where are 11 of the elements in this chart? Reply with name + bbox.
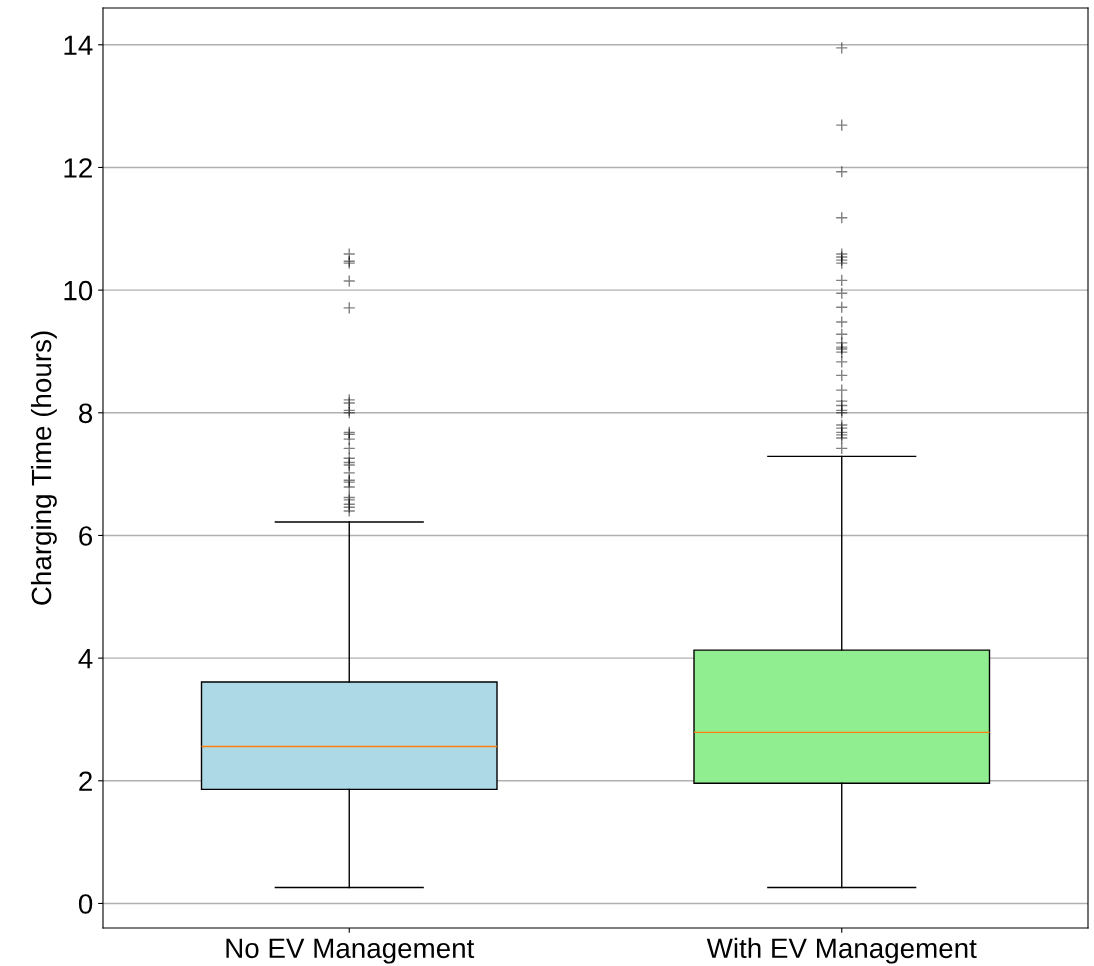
y-tick-label: 4 [78,649,93,669]
y-tick-label: 14 [64,35,93,55]
y-tick-label: 0 [78,894,93,914]
y-tick-label: 10 [64,280,93,301]
x-tick-label: With EV Management [706,937,977,964]
x-tick-label: No EV Management [226,938,475,964]
y-tick-label: 12 [64,158,92,178]
y-tick-label: 6 [79,526,93,546]
y-axis-title: Charging Time (hours) [30,331,57,605]
y-tick-label: 8 [79,403,93,424]
y-tick-label: 2 [79,771,92,791]
